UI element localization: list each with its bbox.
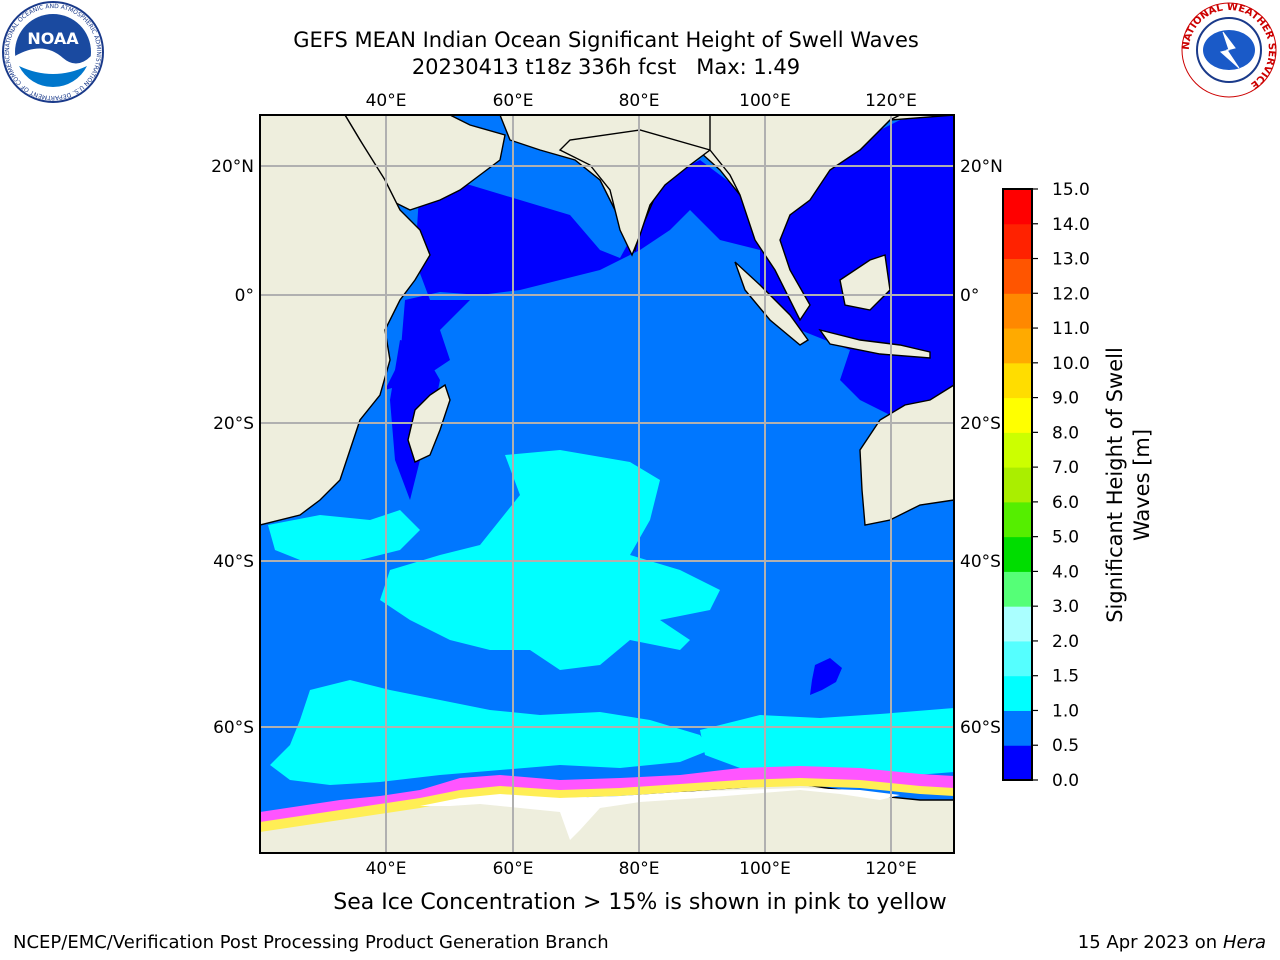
colorbar-tick-label: 9.0 (1052, 389, 1079, 409)
lat-label-right: 0° (960, 286, 979, 306)
chart-title: GEFS MEAN Indian Ocean Significant Heigh… (293, 28, 919, 52)
lon-label-bottom: 40°E (366, 859, 407, 879)
noaa-logo-text: NOAA (27, 29, 79, 48)
lon-labels-bottom: 40°E 60°E 80°E 100°E 120°E (366, 859, 917, 879)
colorbar-tick-label: 10.0 (1052, 354, 1090, 374)
colorbar-swatch (1003, 189, 1032, 225)
colorbar-frame (1002, 188, 1033, 781)
colorbar-swatch (1003, 501, 1032, 538)
swell-patch-southwest (270, 680, 710, 785)
land-australia (859, 384, 954, 526)
colorbar-swatch (1003, 432, 1032, 468)
chart-subtitle: 20230413 t18z 336h fcst Max: 1.49 (411, 55, 801, 79)
colorbar-swatch (1003, 258, 1032, 294)
map-area (260, 115, 954, 853)
colorbar-swatch (1003, 467, 1032, 503)
colorbar-swatch (1003, 223, 1032, 260)
lat-label-right: 60°S (960, 718, 1001, 738)
lon-label-top: 120°E (865, 91, 917, 111)
footer-date: 15 Apr 2023 on Hera (1078, 932, 1266, 953)
colorbar-tick-label: 1.5 (1052, 667, 1079, 687)
sea-ice-caption: Sea Ice Concentration > 15% is shown in … (333, 890, 947, 915)
colorbar-swatch (1003, 293, 1032, 329)
colorbar-tick-label: 2.0 (1052, 632, 1079, 652)
colorbar-tick-label: 11.0 (1052, 319, 1090, 339)
lat-label-left: 40°S (213, 552, 254, 572)
colorbar-label: Significant Height of Swell Waves [m] (1103, 347, 1154, 623)
low-swell-kerguelen (810, 658, 842, 695)
colorbar-tick-label: 8.0 (1052, 423, 1079, 443)
lat-label-left: 20°S (213, 414, 254, 434)
lon-label-bottom: 60°E (493, 859, 534, 879)
colorbar-label-line1: Significant Height of Swell (1103, 347, 1127, 623)
lat-label-right: 20°S (960, 414, 1001, 434)
lon-label-top: 80°E (619, 91, 660, 111)
colorbar-swatch (1003, 571, 1032, 607)
colorbar-swatch (1003, 675, 1032, 711)
lat-labels-left: 20°N 0° 20°S 40°S 60°S (211, 157, 254, 738)
colorbar-swatch (1003, 745, 1032, 781)
colorbar-tick-label: 1.0 (1052, 701, 1079, 721)
lon-label-top: 60°E (493, 91, 534, 111)
lon-labels-top: 40°E 60°E 80°E 100°E 120°E (366, 91, 917, 111)
colorbar-swatch (1003, 328, 1032, 364)
colorbar (1002, 188, 1033, 781)
map-frame (259, 114, 955, 854)
sea-ice-white-shelf (420, 788, 900, 840)
colorbar-swatch (1003, 536, 1032, 572)
colorbar-tick-label: 0.0 (1052, 771, 1079, 791)
footer-credit: NCEP/EMC/Verification Post Processing Pr… (13, 932, 609, 953)
colorbar-tick-label: 13.0 (1052, 250, 1090, 270)
lon-label-bottom: 80°E (619, 859, 660, 879)
colorbar-swatch (1003, 710, 1032, 746)
nws-logo: NATIONAL WEATHER SERVICE (1181, 2, 1277, 98)
lat-label-left: 0° (235, 286, 254, 306)
lat-label-right: 40°S (960, 552, 1001, 572)
colorbar-tick-label: 14.0 (1052, 215, 1090, 235)
lon-label-top: 100°E (739, 91, 791, 111)
map-gridlines (260, 115, 954, 853)
footer-date-text: 15 Apr 2023 on (1077, 932, 1218, 953)
colorbar-swatch (1003, 362, 1032, 399)
lat-labels-right: 20°N 0° 20°S 40°S 60°S (960, 157, 1003, 738)
swell-patch-west (268, 510, 420, 560)
colorbar-tick-label: 0.5 (1052, 736, 1079, 756)
lat-label-left: 60°S (213, 718, 254, 738)
lon-label-top: 40°E (366, 91, 407, 111)
colorbar-tick-label: 4.0 (1052, 562, 1079, 582)
lon-label-bottom: 120°E (865, 859, 917, 879)
colorbar-tick-label: 6.0 (1052, 493, 1079, 513)
lon-label-bottom: 100°E (739, 859, 791, 879)
sea-ice-band-yellow (260, 778, 954, 832)
colorbar-label-line2: Waves [m] (1130, 429, 1154, 541)
colorbar-tick-label: 3.0 (1052, 597, 1079, 617)
low-swell-arabian-sea (385, 160, 760, 390)
colorbar-tick-label: 5.0 (1052, 528, 1079, 548)
colorbar-swatch (1003, 606, 1032, 642)
colorbar-swatch (1003, 640, 1032, 677)
colorbar-tick-label: 7.0 (1052, 458, 1079, 478)
footer-machine: Hera (1222, 932, 1266, 953)
colorbar-ticks: 15.0 14.0 13.0 12.0 11.0 10.0 9.0 8.0 7.0 6.0 5.0 4… (1032, 180, 1090, 791)
colorbar-tick-label: 15.0 (1052, 180, 1090, 200)
noaa-logo: NOAA NATIONAL OCEANIC AND ATMOSPHERIC AD… (2, 1, 104, 103)
lat-label-right: 20°N (960, 157, 1003, 177)
colorbar-tick-label: 12.0 (1052, 284, 1090, 304)
lat-label-left: 20°N (211, 157, 254, 177)
colorbar-swatch (1003, 397, 1032, 433)
